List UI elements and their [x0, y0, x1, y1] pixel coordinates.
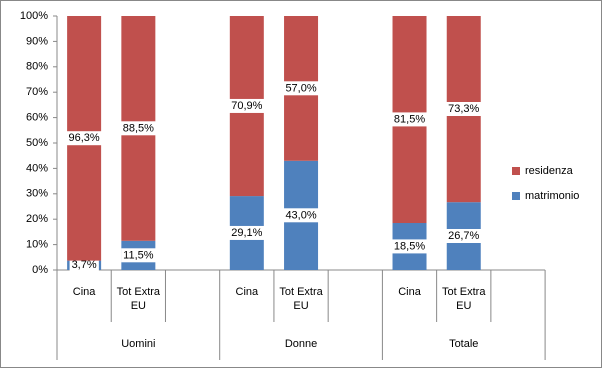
value-label: 29,1% — [231, 227, 262, 239]
x-tick-label: Tot Extra EU — [279, 286, 323, 312]
x-tick-label-box: Tot Extra EU — [116, 286, 161, 312]
value-label-bg — [69, 258, 99, 273]
value-label-bg — [120, 121, 157, 136]
x-tick-label-box: Tot Extra EU — [442, 286, 486, 312]
x-tick-label: Cina — [72, 286, 96, 298]
legend-swatch — [512, 167, 520, 175]
group-label: Donne — [285, 338, 317, 350]
y-tick-label: 100% — [20, 10, 48, 22]
value-label: 18,5% — [394, 240, 425, 252]
x-tick-label-box: Cina — [398, 286, 421, 298]
value-label: 81,5% — [394, 113, 425, 125]
x-tick-label: Cina — [235, 286, 259, 298]
value-label-bg — [391, 239, 428, 254]
y-tick-label: 80% — [26, 61, 48, 73]
value-label-bg — [446, 228, 482, 243]
group-label: Totale — [449, 338, 478, 350]
y-tick-label: 60% — [26, 112, 48, 124]
x-tick-label-box: Cina — [72, 286, 96, 298]
value-label-bg — [391, 112, 428, 127]
value-label: 96,3% — [69, 132, 100, 144]
value-label-bg — [283, 208, 319, 223]
value-label-bg — [446, 101, 482, 116]
value-label-bg — [229, 98, 265, 113]
legend-swatch — [512, 192, 520, 200]
y-tick-label: 50% — [26, 137, 48, 149]
y-tick-label: 40% — [26, 162, 48, 174]
group-label: Uomini — [121, 338, 155, 350]
value-label: 26,7% — [448, 230, 479, 242]
value-label: 11,5% — [123, 249, 154, 261]
legend-label: matrimonio — [525, 190, 579, 202]
y-tick-label: 10% — [26, 239, 48, 251]
legend-label: residenza — [525, 165, 574, 177]
value-label: 88,5% — [123, 122, 154, 134]
x-tick-label: Tot Extra EU — [442, 286, 486, 312]
y-tick-label: 0% — [32, 264, 48, 276]
value-label-bg — [66, 131, 102, 146]
x-tick-label: Tot Extra EU — [116, 286, 161, 312]
value-label-bg — [229, 225, 265, 240]
value-label: 3,7% — [72, 259, 97, 271]
x-tick-label-box: Cina — [235, 286, 259, 298]
value-label: 43,0% — [285, 209, 316, 221]
y-tick-label: 70% — [26, 86, 48, 98]
value-label: 73,3% — [448, 103, 479, 115]
y-tick-label: 30% — [26, 188, 48, 200]
value-label-bg — [121, 248, 156, 263]
y-tick-label: 20% — [26, 213, 48, 225]
value-label: 70,9% — [231, 100, 262, 112]
y-tick-label: 90% — [26, 35, 48, 47]
value-label-bg — [283, 81, 319, 96]
value-label: 57,0% — [285, 82, 316, 94]
x-tick-label: Cina — [398, 286, 421, 298]
x-tick-label-box: Tot Extra EU — [279, 286, 323, 312]
